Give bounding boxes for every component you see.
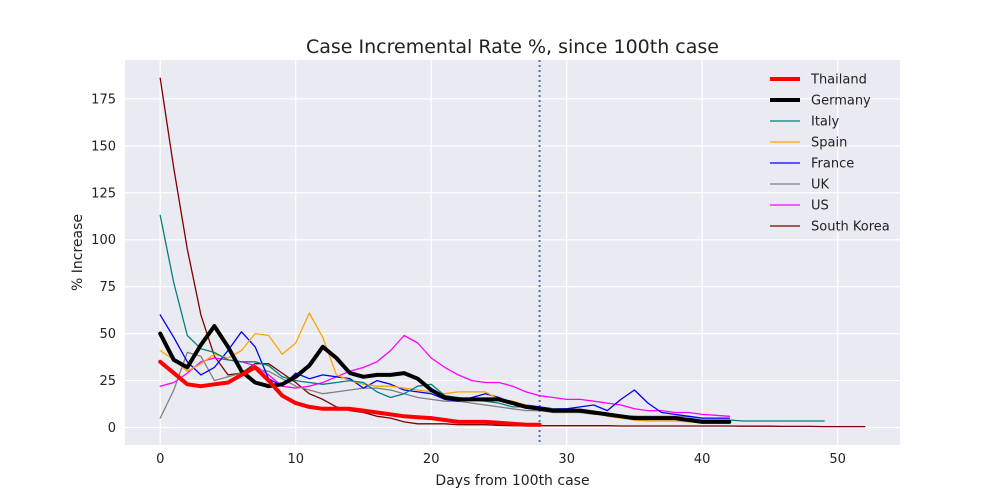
series-line-germany <box>158 324 732 424</box>
y-tick-label: 25 <box>99 374 116 389</box>
legend-label-south-korea: South Korea <box>811 220 890 235</box>
chart-title: Case Incremental Rate %, since 100th cas… <box>306 36 719 58</box>
y-tick-label: 175 <box>91 92 116 107</box>
series-line-thailand <box>158 359 542 427</box>
y-tick-label: 50 <box>99 327 116 342</box>
y-tick-label: 150 <box>91 139 116 154</box>
legend-label-france: France <box>811 157 854 172</box>
x-tick-label: 40 <box>694 452 711 467</box>
x-tick-label: 10 <box>287 452 304 467</box>
legend-label-uk: UK <box>811 178 830 193</box>
legend-label-spain: Spain <box>811 136 847 151</box>
x-axis-label: Days from 100th case <box>435 473 589 489</box>
x-tick-label: 50 <box>829 452 846 467</box>
y-tick-label: 0 <box>108 421 116 436</box>
legend-label-thailand: Thailand <box>810 73 867 88</box>
x-tick-labels: 0 10 20 30 40 50 <box>156 452 846 467</box>
legend-label-us: US <box>811 199 829 214</box>
legend-label-italy: Italy <box>811 115 840 130</box>
y-tick-label: 125 <box>91 186 116 201</box>
series-group <box>158 77 866 428</box>
legend-label-germany: Germany <box>811 94 871 109</box>
y-tick-label: 100 <box>91 233 116 248</box>
x-tick-label: 0 <box>156 452 164 467</box>
plot-area <box>125 60 900 445</box>
y-tick-labels: 0 25 50 75 100 125 150 175 <box>91 92 116 436</box>
y-axis-label: % Increase <box>70 214 86 291</box>
y-tick-label: 75 <box>99 280 116 295</box>
legend: Thailand Germany Italy Spain France UK US South… <box>770 73 890 235</box>
x-tick-label: 20 <box>423 452 440 467</box>
x-tick-label: 30 <box>558 452 575 467</box>
